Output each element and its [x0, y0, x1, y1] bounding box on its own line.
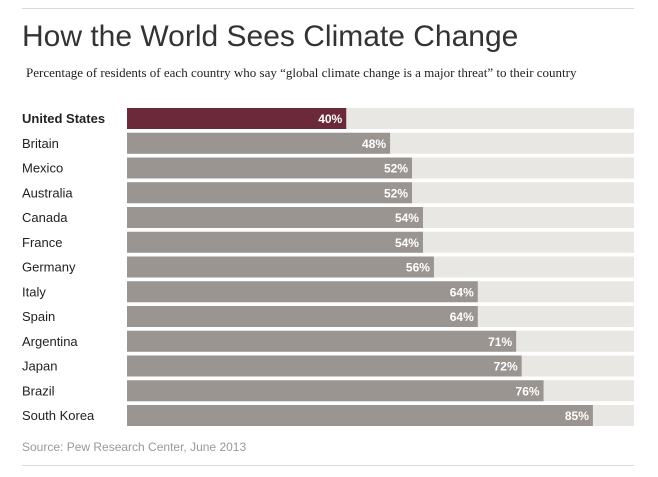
value-label: 71%	[488, 335, 512, 349]
value-label: 54%	[395, 211, 419, 225]
bar	[127, 256, 434, 278]
bar	[127, 405, 593, 426]
value-label: 40%	[318, 112, 342, 126]
country-label: Brazil	[22, 383, 55, 398]
country-label: France	[22, 235, 62, 250]
bar	[127, 157, 413, 179]
country-label: Mexico	[22, 161, 63, 176]
country-label: Italy	[22, 284, 46, 299]
country-label: Germany	[22, 260, 76, 275]
bar	[127, 182, 413, 204]
country-label: Argentina	[22, 334, 78, 349]
bar-chart: United States 40% Britain 48% Mexico 52% Austr…	[22, 108, 634, 426]
bar	[127, 281, 478, 303]
top-divider	[22, 8, 634, 9]
value-label: 56%	[406, 261, 430, 275]
value-label: 64%	[450, 310, 474, 324]
country-label: Japan	[22, 359, 57, 374]
bar	[127, 108, 347, 129]
value-label: 76%	[516, 384, 540, 398]
bottom-divider	[22, 465, 634, 466]
source-note: Source: Pew Research Center, June 2013	[22, 440, 247, 454]
country-label: United States	[22, 111, 105, 126]
bar	[127, 132, 391, 154]
bar	[127, 207, 423, 228]
country-label: Canada	[22, 210, 68, 225]
value-label: 52%	[384, 162, 408, 176]
value-label: 85%	[565, 409, 589, 423]
bar	[127, 306, 478, 327]
value-label: 52%	[384, 186, 408, 200]
chart-subtitle: Percentage of residents of each country …	[26, 65, 577, 80]
value-label: 64%	[450, 285, 474, 299]
country-label: South Korea	[22, 408, 95, 423]
value-label: 72%	[494, 360, 518, 374]
bar	[127, 355, 522, 377]
value-label: 54%	[395, 236, 419, 250]
bar	[127, 330, 517, 352]
chart-title: How the World Sees Climate Change	[22, 20, 519, 53]
bar	[127, 231, 423, 253]
country-label: Australia	[22, 185, 73, 200]
country-label: Britain	[22, 136, 59, 151]
country-label: Spain	[22, 309, 55, 324]
bar	[127, 380, 544, 402]
value-label: 48%	[362, 137, 386, 151]
